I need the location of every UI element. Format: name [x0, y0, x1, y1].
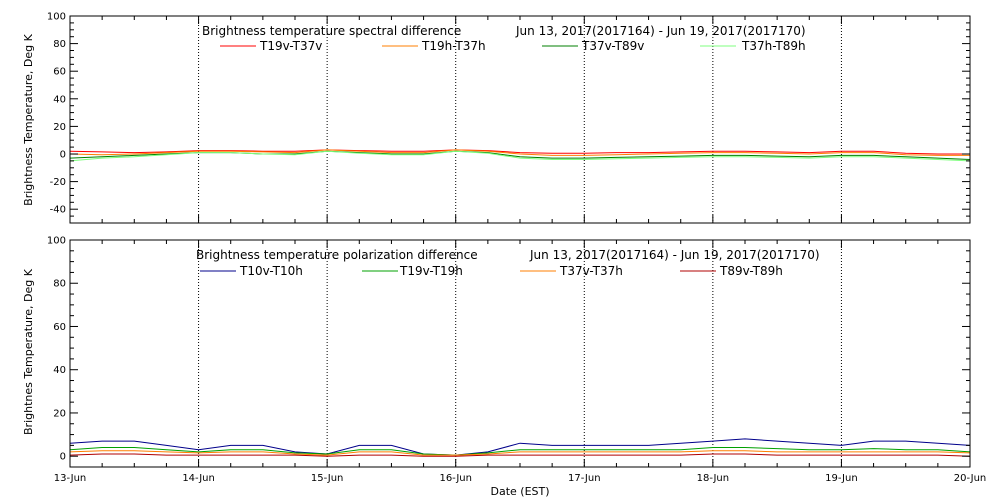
legend-label: T19v-T37v [259, 39, 322, 53]
panel-title: Brightness temperature polarization diff… [196, 248, 478, 262]
y-tick-label: 80 [53, 279, 66, 290]
x-tick-label: 19-Jun [825, 473, 858, 484]
series-line-t37v-t37h [69, 450, 971, 456]
x-tick-label: 20-Jun [954, 473, 987, 484]
series-line-t19v-t37v [69, 149, 970, 155]
axis-ticks: 13-Jun 14-Jun 15-Jun 16-Jun 17-Jun 18-Jun 19-J… [47, 236, 986, 485]
series-line-t37h-t89h [69, 150, 971, 162]
x-tick-label: 18-Jun [697, 473, 730, 484]
x-tick-label: 15-Jun [311, 473, 344, 484]
legend-label: T37v-T37h [559, 264, 623, 278]
y-tick-label: -40 [50, 205, 66, 216]
y-tick-label: 60 [53, 322, 66, 333]
x-tick-label: 13-Jun [54, 473, 87, 484]
date-range: Jun 13, 2017(2017164) - Jun 19, 2017(201… [529, 248, 820, 262]
y-tick-label: 0 [60, 452, 66, 463]
legend-label: T10v-T10h [239, 264, 303, 278]
legend-label: T37h-T89h [741, 39, 806, 53]
x-axis-label: Date (EST) [490, 485, 549, 498]
panel-title: Brightness temperature spectral differen… [202, 24, 461, 38]
legend-label: T19v-T19h [399, 264, 463, 278]
legend: T10v-T10h T19v-T19h T37v-T37h T89v-T89h [200, 264, 783, 278]
series-line-t89v-t89h [69, 453, 971, 457]
polarization-difference-panel: 13-Jun 14-Jun 15-Jun 16-Jun 17-Jun 18-Jun 19-J… [22, 236, 986, 499]
y-tick-label: 100 [47, 12, 66, 23]
x-tick-label: 16-Jun [439, 473, 472, 484]
y-tick-label: 20 [53, 122, 66, 133]
y-tick-label: 20 [53, 408, 66, 419]
spectral-difference-panel: -40 -20 0 20 40 60 80 100 Brightness temperatur… [22, 12, 971, 224]
legend-label: T37v-T89v [581, 39, 644, 53]
series-line-t19v-t19h [69, 447, 971, 456]
y-tick-label: -20 [50, 177, 66, 188]
y-axis-label: Brightness Temperature, Deg K [22, 33, 35, 205]
x-tick-label: 17-Jun [568, 473, 601, 484]
legend: T19v-T37v T19h-T37h T37v-T89v T37h-T89h [220, 39, 806, 53]
y-tick-label: 40 [53, 365, 66, 376]
vertical-gridlines [198, 240, 842, 467]
y-tick-label: 100 [47, 236, 66, 247]
legend-label: T19h-T37h [421, 39, 486, 53]
series-lines [69, 438, 971, 457]
y-tick-label: 40 [53, 94, 66, 105]
x-tick-label: 14-Jun [182, 473, 215, 484]
date-range: Jun 13, 2017(2017164) - Jun 19, 2017(201… [515, 24, 806, 38]
axis-ticks: -40 -20 0 20 40 60 80 100 [47, 12, 971, 224]
series-lines [69, 149, 971, 162]
y-tick-label: 0 [60, 150, 66, 161]
series-line-t10v-t10h [69, 438, 971, 456]
series-line-t19h-t37h [69, 149, 970, 156]
y-tick-label: 80 [53, 39, 66, 50]
y-tick-label: 60 [53, 67, 66, 78]
legend-label: T89v-T89h [719, 264, 783, 278]
y-axis-label: Brightnes Temperature, Deg K [22, 268, 35, 435]
